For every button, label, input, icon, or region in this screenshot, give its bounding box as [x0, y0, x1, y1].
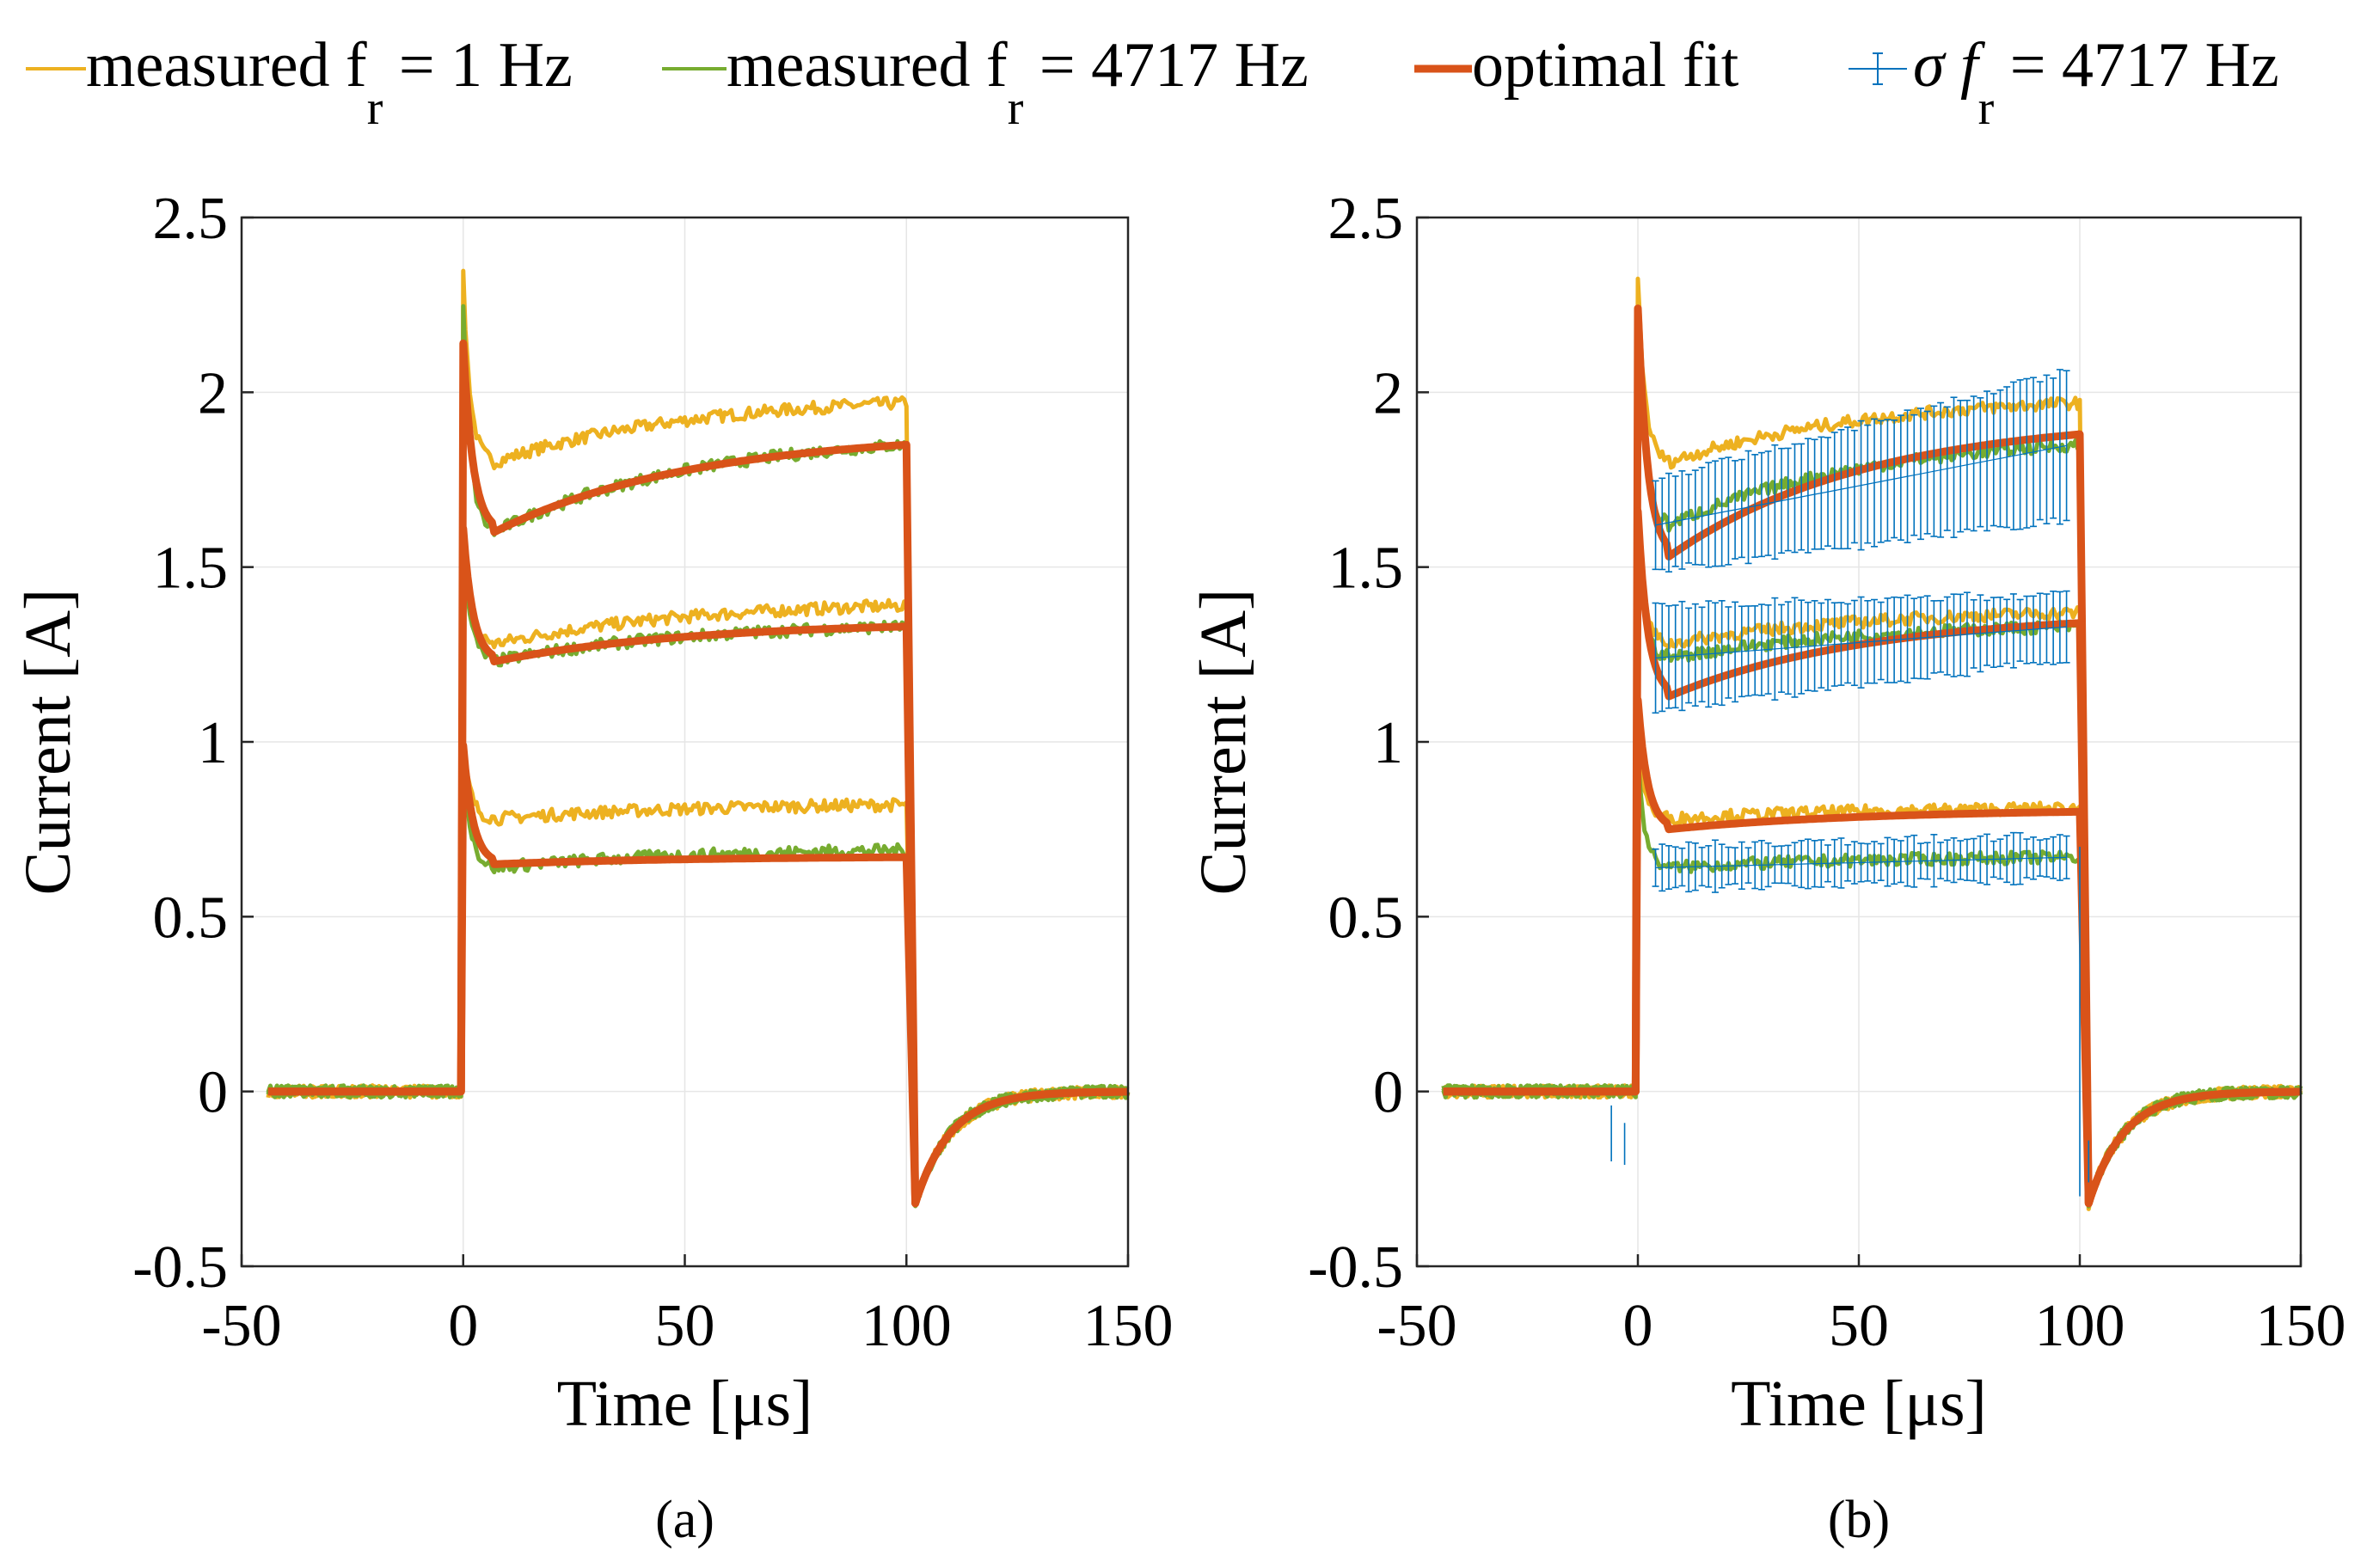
legend: measured fr = 1 Hz measured fr = 4717 Hz… [26, 30, 2279, 135]
legend-label-measured-1hz: measured fr = 1 Hz [86, 30, 573, 135]
y-tick-label: 2 [198, 360, 228, 426]
y-tick-label: 1.5 [153, 536, 229, 602]
sigma-errorbars [1652, 831, 2070, 893]
series-optimal_fit [1441, 695, 2302, 1208]
y-tick-label: -0.5 [1308, 1234, 1403, 1301]
series-measured_4717hz [1441, 751, 2303, 1205]
panel-a-marks [266, 268, 1131, 1209]
y-tick-label: 2 [1373, 360, 1403, 426]
x-tick-label: 150 [1083, 1293, 1174, 1359]
legend-item-optimal-fit: optimal fit [1414, 30, 1739, 101]
series-measured_1hz [1441, 738, 2303, 1211]
sigma-mean-line [1655, 444, 2067, 526]
x-tick-label: -50 [1377, 1293, 1456, 1359]
legend-label-measured-4717hz: measured fr = 4717 Hz [727, 30, 1309, 135]
sigma-edges [1610, 847, 2090, 1197]
y-tick-label: 2.5 [153, 186, 229, 252]
y-tick-label: 1 [1373, 710, 1403, 776]
series-measured_1hz [267, 736, 1131, 1200]
x-tick-label: 150 [2256, 1293, 2346, 1359]
series-optimal_fit [1441, 304, 2302, 1208]
series-measured_4717hz [266, 749, 1130, 1204]
legend-label-sigma: σ fr = 4717 Hz [1913, 30, 2279, 135]
series-measured_4717hz [266, 303, 1131, 1209]
panel-b-marks [1441, 276, 2303, 1211]
x-tick-label: 50 [1829, 1293, 1889, 1359]
y-tick-label: 1 [198, 710, 228, 776]
panel-b-ylabel: Current [A] [1187, 589, 1260, 896]
y-tick-label: 0.5 [1328, 885, 1404, 951]
sigma-errorbars [1652, 369, 2070, 573]
panel-a-xlabel: Time [μs] [557, 1368, 813, 1440]
y-tick-label: -0.5 [132, 1234, 228, 1301]
sigma-mean-line [1655, 626, 2067, 658]
x-tick-label: 100 [2035, 1293, 2125, 1359]
series-optimal_fit [267, 741, 1130, 1208]
y-tick-label: 1.5 [1328, 536, 1404, 602]
y-tick-label: 0.5 [153, 885, 229, 951]
panel-b-xlabel: Time [μs] [1731, 1368, 1987, 1440]
panel-a: -50 0 50 100 150 -0.5 0 0.5 1 1.5 2 2.5 Current [A]… [12, 186, 1174, 1549]
x-tick-label: 0 [448, 1293, 478, 1359]
x-tick-label: -50 [201, 1293, 281, 1359]
series-measured_1hz [266, 268, 1131, 1201]
sigma-errorbars [1652, 590, 2070, 714]
legend-item-measured-1hz: measured fr = 1 Hz [26, 30, 573, 135]
panel-a-ticks: -50 0 50 100 150 -0.5 0 0.5 1 1.5 2 2.5 [132, 186, 1173, 1359]
series-measured_4717hz [1441, 317, 2303, 1206]
x-tick-label: 0 [1623, 1293, 1653, 1359]
panel-b-label: (b) [1828, 1491, 1890, 1549]
panel-a-ylabel: Current [A] [12, 589, 84, 896]
panel-a-label: (a) [655, 1491, 714, 1549]
legend-label-optimal-fit: optimal fit [1472, 30, 1739, 101]
x-tick-label: 50 [655, 1293, 715, 1359]
panel-b-ticks: -50 0 50 100 150 -0.5 0 0.5 1 1.5 2 2.5 [1308, 186, 2345, 1359]
sigma-mean-line [1655, 856, 2067, 868]
y-tick-label: 2.5 [1328, 186, 1404, 252]
y-tick-label: 0 [198, 1060, 228, 1126]
x-tick-label: 100 [861, 1293, 952, 1359]
panel-b: -50 0 50 100 150 -0.5 0 0.5 1 1.5 2 2.5 Current [A]… [1187, 186, 2346, 1549]
y-tick-label: 0 [1373, 1060, 1403, 1126]
legend-item-sigma: σ fr = 4717 Hz [1849, 30, 2279, 135]
legend-item-measured-4717hz: measured fr = 4717 Hz [662, 30, 1309, 135]
